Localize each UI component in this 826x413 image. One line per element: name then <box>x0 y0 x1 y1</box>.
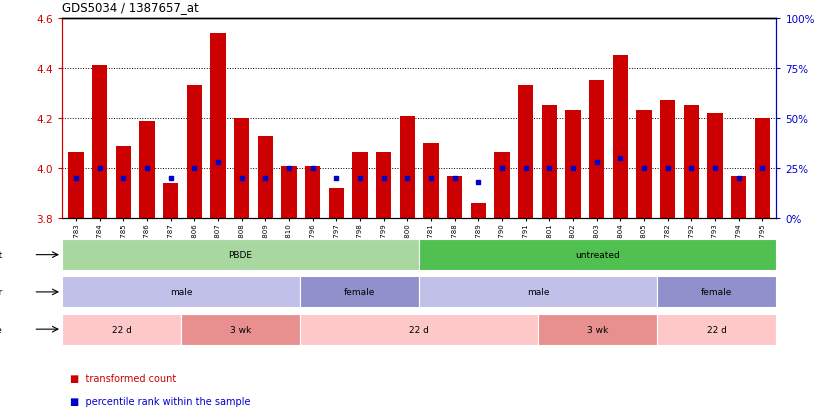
Text: male: male <box>527 288 549 297</box>
Bar <box>755 119 770 219</box>
Bar <box>707 114 723 219</box>
Bar <box>300 314 539 345</box>
Text: GDS5034 / 1387657_at: GDS5034 / 1387657_at <box>62 2 199 14</box>
Bar <box>353 152 368 219</box>
Text: 22 d: 22 d <box>112 325 131 334</box>
Text: gender: gender <box>0 288 2 297</box>
Bar <box>376 152 392 219</box>
Bar <box>234 119 249 219</box>
Bar <box>140 121 154 219</box>
Text: ■  percentile rank within the sample: ■ percentile rank within the sample <box>70 396 251 406</box>
Bar <box>657 277 776 308</box>
Bar <box>565 111 581 219</box>
Bar <box>613 56 628 219</box>
Bar <box>62 314 181 345</box>
Bar <box>471 204 486 219</box>
Bar <box>542 106 557 219</box>
Bar <box>163 184 178 219</box>
Text: ■  transformed count: ■ transformed count <box>70 373 177 383</box>
Bar <box>419 240 776 271</box>
Text: untreated: untreated <box>576 251 620 259</box>
Bar <box>636 111 652 219</box>
Bar <box>305 166 320 219</box>
Bar <box>62 277 300 308</box>
Bar <box>419 277 657 308</box>
Bar <box>539 314 657 345</box>
Bar <box>258 136 273 219</box>
Text: 22 d: 22 d <box>707 325 727 334</box>
Bar <box>494 152 510 219</box>
Bar <box>731 176 746 219</box>
Text: agent: agent <box>0 251 2 259</box>
Bar <box>69 152 83 219</box>
Bar <box>684 106 699 219</box>
Text: 22 d: 22 d <box>409 325 430 334</box>
Text: male: male <box>170 288 192 297</box>
Text: PBDE: PBDE <box>229 251 253 259</box>
Bar <box>518 86 534 219</box>
Bar <box>447 176 463 219</box>
Bar <box>657 314 776 345</box>
Bar <box>424 144 439 219</box>
Bar <box>282 166 297 219</box>
Bar <box>400 116 415 219</box>
Text: female: female <box>344 288 375 297</box>
Text: female: female <box>701 288 733 297</box>
Text: 3 wk: 3 wk <box>587 325 609 334</box>
Text: age: age <box>0 325 2 334</box>
Bar <box>62 240 419 271</box>
Bar <box>93 66 107 219</box>
Bar <box>116 146 131 219</box>
Bar <box>329 189 344 219</box>
Bar <box>660 101 676 219</box>
Bar <box>211 33 225 219</box>
Bar <box>300 277 419 308</box>
Text: 3 wk: 3 wk <box>230 325 251 334</box>
Bar <box>589 81 605 219</box>
Bar <box>187 86 202 219</box>
Bar <box>181 314 300 345</box>
